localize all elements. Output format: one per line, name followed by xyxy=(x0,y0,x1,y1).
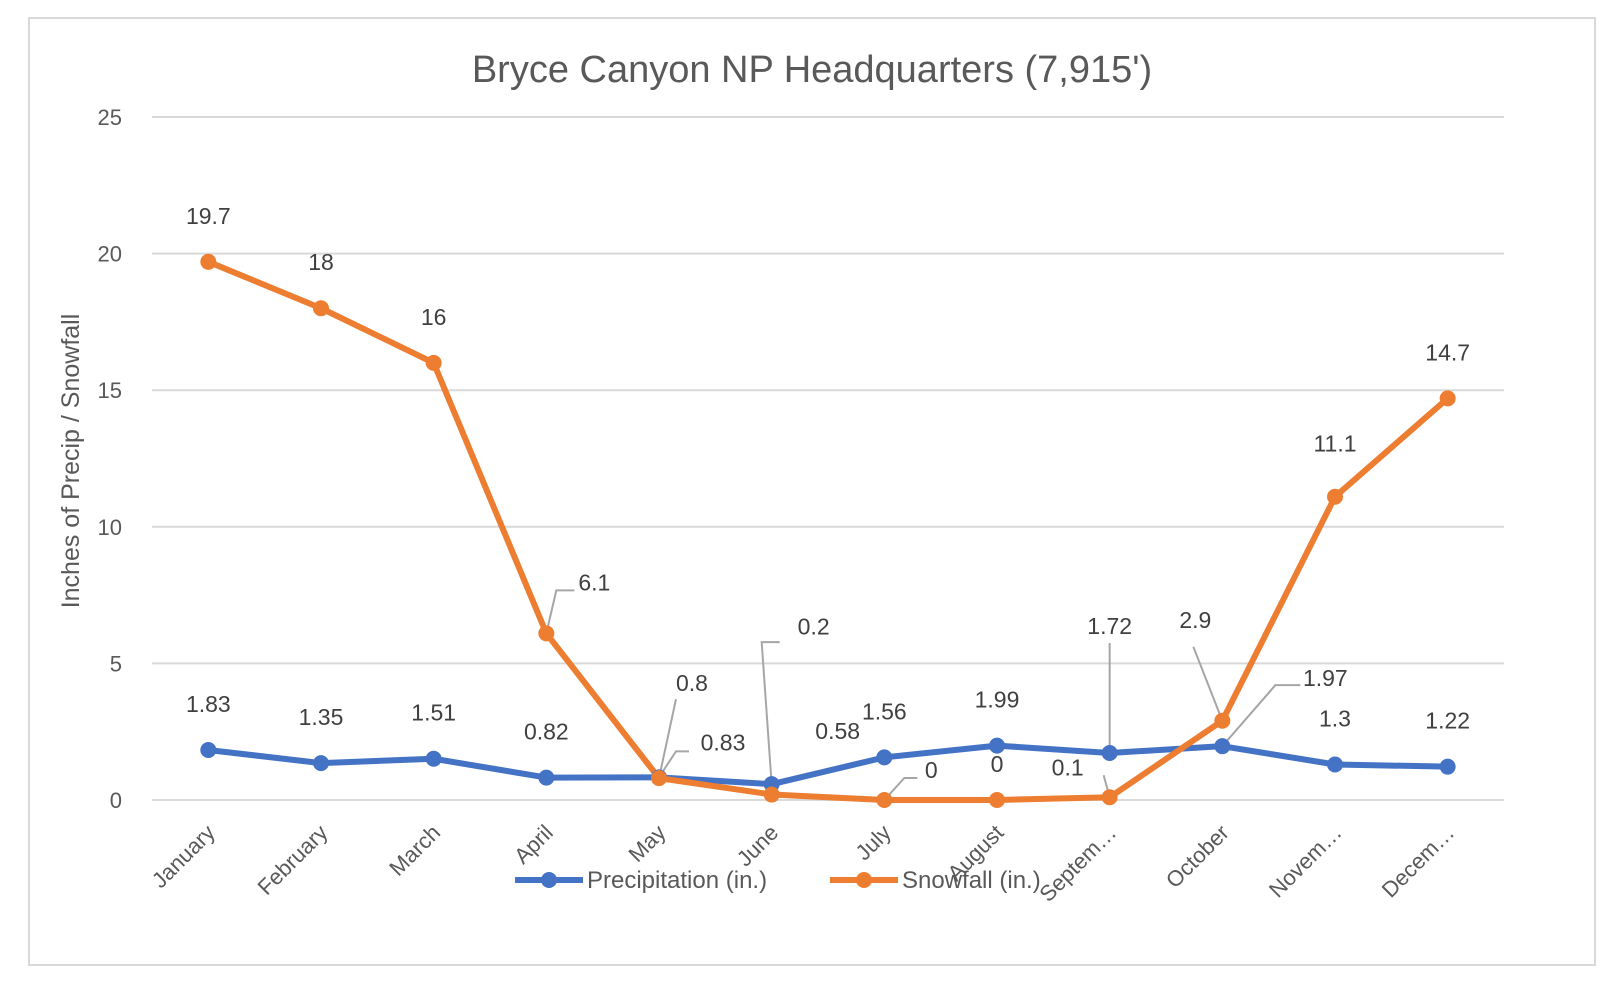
data-label: 0 xyxy=(925,757,938,783)
data-point xyxy=(538,769,555,786)
leader-line xyxy=(883,777,918,801)
chart-title: Bryce Canyon NP Headquarters (7,915') xyxy=(472,49,1152,91)
data-point xyxy=(651,770,667,787)
data-point xyxy=(1439,758,1456,775)
data-point xyxy=(1327,488,1343,505)
data-label: 1.35 xyxy=(299,704,344,730)
y-tick-label: 5 xyxy=(110,651,122,676)
data-label: 0.1 xyxy=(1052,754,1084,780)
data-label: 0.82 xyxy=(524,719,569,745)
data-point xyxy=(1101,745,1118,762)
legend-label: Precipitation (in.) xyxy=(587,867,767,894)
data-label: 16 xyxy=(421,304,447,330)
data-point xyxy=(1439,390,1456,407)
data-point xyxy=(425,750,442,767)
label-leader-lines xyxy=(545,589,1301,801)
y-tick-label: 10 xyxy=(98,515,122,540)
data-label: 0 xyxy=(991,751,1004,777)
data-label: 18 xyxy=(308,249,334,275)
data-label: 1.83 xyxy=(186,691,231,717)
leader-line xyxy=(658,750,689,778)
legend: Precipitation (in.) Snowfall (in.) xyxy=(515,867,1041,894)
x-tick-label: January xyxy=(147,820,220,893)
data-label: 1.56 xyxy=(862,698,907,724)
data-point xyxy=(876,749,893,766)
x-tick-label: February xyxy=(253,820,333,900)
data-point xyxy=(989,737,1005,754)
data-label: 0.58 xyxy=(815,718,860,744)
leader-line xyxy=(1192,646,1224,722)
data-label: 1.72 xyxy=(1087,613,1132,639)
data-point xyxy=(763,786,780,803)
series-layer xyxy=(200,253,1456,808)
data-label: 1.97 xyxy=(1303,665,1348,691)
data-point xyxy=(200,742,217,759)
data-label: 2.9 xyxy=(1179,607,1211,633)
y-tick-label: 25 xyxy=(98,105,122,130)
data-point xyxy=(1327,756,1343,773)
x-tick-label: June xyxy=(732,820,783,871)
y-tick-label: 20 xyxy=(98,242,122,267)
data-point xyxy=(876,792,893,808)
x-axis-ticks: January February March April May June July Augu… xyxy=(147,820,1459,907)
leader-line xyxy=(760,641,780,785)
legend-label: Snowfall (in.) xyxy=(902,867,1041,894)
data-label: 1.99 xyxy=(975,687,1020,713)
data-point xyxy=(313,755,329,772)
data-point xyxy=(538,625,555,642)
data-label: 6.1 xyxy=(578,569,610,595)
data-point xyxy=(200,253,217,270)
x-tick-label: Novem… xyxy=(1264,820,1347,903)
y-tick-label: 0 xyxy=(110,788,122,813)
series-line-1 xyxy=(205,258,1451,803)
series-line-0 xyxy=(205,742,1451,788)
data-point xyxy=(425,354,442,371)
leader-line xyxy=(1221,684,1301,747)
data-label: 1.22 xyxy=(1425,708,1470,734)
data-label: 14.7 xyxy=(1425,339,1470,365)
data-label: 0.2 xyxy=(798,614,830,640)
data-point xyxy=(1101,789,1118,806)
data-labels: 1.83 1.35 1.51 0.82 0.83 0.581.56 1.99 1.72 1.97… xyxy=(186,203,1470,783)
y-axis-ticks: 0 5 10 15 20 25 xyxy=(98,105,122,813)
data-point xyxy=(989,792,1005,808)
x-tick-label: March xyxy=(384,820,445,881)
legend-swatch-marker xyxy=(541,872,557,888)
data-point xyxy=(313,300,329,317)
x-tick-label: Decem… xyxy=(1377,820,1460,903)
leader-line xyxy=(658,698,677,779)
leader-line xyxy=(545,589,575,634)
data-point xyxy=(1214,738,1231,755)
gridlines xyxy=(152,116,1504,801)
data-label: 1.51 xyxy=(411,700,456,726)
data-label: 0.83 xyxy=(701,729,746,755)
data-label: 11.1 xyxy=(1313,431,1356,457)
x-tick-label: October xyxy=(1161,820,1234,893)
y-axis-title: Inches of Precip / Snowfall xyxy=(57,314,85,609)
x-tick-label: May xyxy=(623,820,670,867)
data-label: 0.8 xyxy=(676,670,708,696)
data-label: 19.7 xyxy=(186,203,231,229)
data-point xyxy=(1214,712,1231,729)
x-tick-label: Septem… xyxy=(1034,820,1121,907)
x-tick-label: July xyxy=(851,820,896,865)
data-label: 1.3 xyxy=(1319,705,1351,731)
x-tick-label: April xyxy=(509,820,558,869)
legend-swatch-marker xyxy=(856,872,872,888)
y-tick-label: 15 xyxy=(98,378,122,403)
